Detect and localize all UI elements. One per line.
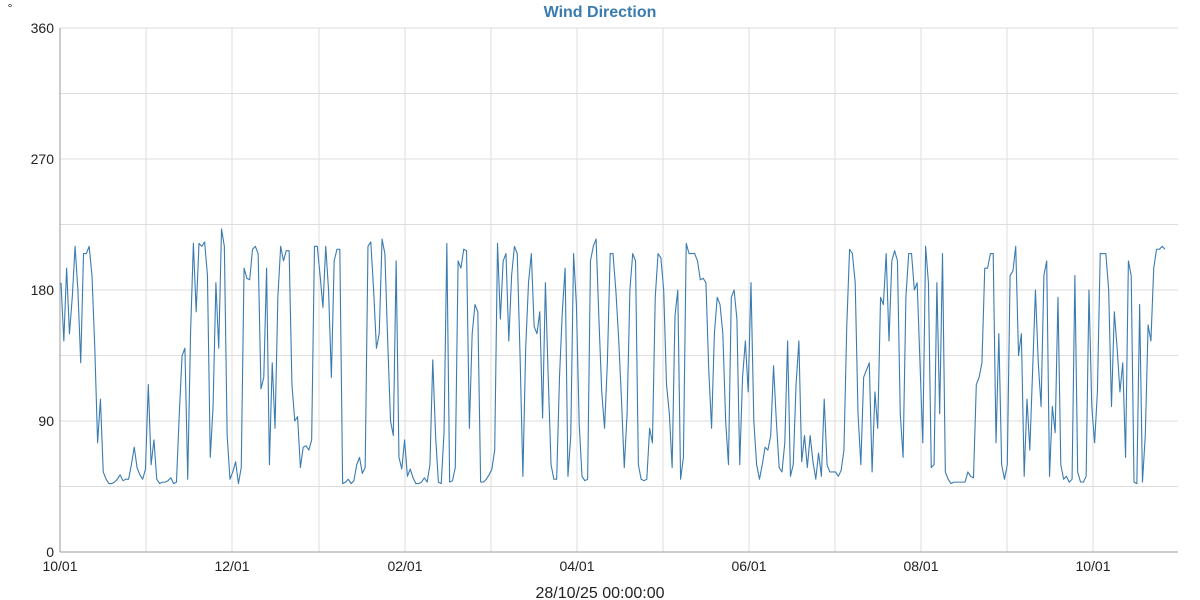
- x-tick-label: 12/01: [214, 558, 249, 574]
- chart-title: Wind Direction: [544, 4, 657, 21]
- series-layer: [60, 228, 1166, 485]
- wind-direction-series-line: [60, 228, 1166, 485]
- x-tick-label: 04/01: [559, 558, 594, 574]
- text-layer: Wind Direction ° 28/10/25 00:00:00 0 90 18…: [8, 1, 1111, 600]
- y-tick-label: 270: [31, 151, 55, 167]
- y-tick-label: 0: [46, 544, 54, 560]
- x-tick-label: 10/01: [1075, 558, 1110, 574]
- x-tick-label: 06/01: [731, 558, 766, 574]
- axes-layer: [59, 28, 1178, 553]
- y-tick-label: 90: [38, 413, 54, 429]
- x-tick-label: 02/01: [387, 558, 422, 574]
- x-tick-label: 10/01: [42, 558, 77, 574]
- y-tick-label: 360: [31, 20, 55, 36]
- grid-layer: [59, 27, 1178, 552]
- y-unit-label: °: [8, 1, 13, 15]
- y-tick-label: 180: [31, 282, 55, 298]
- x-axis-label: 28/10/25 00:00:00: [535, 585, 664, 600]
- x-tick-label: 08/01: [903, 558, 938, 574]
